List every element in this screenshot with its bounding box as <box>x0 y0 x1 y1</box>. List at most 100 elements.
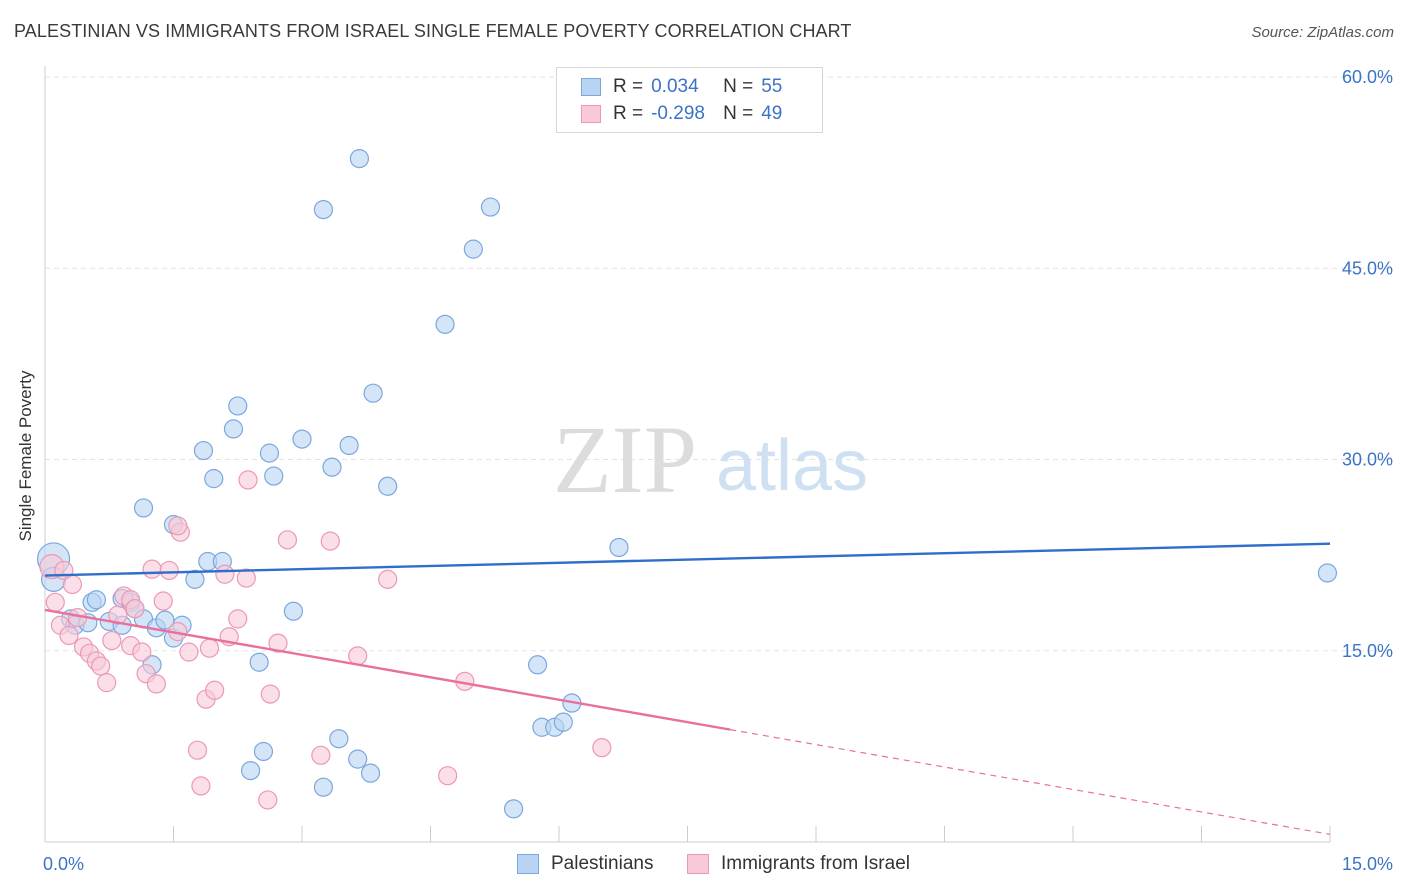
correlation-legend: R = 0.034 N = 55 R = -0.298 N = 49 <box>556 67 823 133</box>
palestinian-point <box>348 749 368 769</box>
x-tick-label: 0.0% <box>43 854 84 874</box>
israel-immigrant-point <box>168 516 188 536</box>
israel-immigrant-point <box>97 673 117 693</box>
palestinian-point <box>527 655 548 675</box>
palestinian-point <box>133 498 154 518</box>
watermark-zip: ZIP <box>553 406 697 513</box>
israel-immigrant-point <box>320 531 340 551</box>
israel-immigrant-point <box>438 766 458 786</box>
axes <box>44 66 1331 843</box>
israel-immigrant-point <box>179 642 199 662</box>
israel-immigrant-point <box>258 790 278 810</box>
palestinian-point <box>322 457 342 477</box>
israel-immigrant-point <box>236 568 256 588</box>
israel-immigrant-point <box>348 646 368 666</box>
israel-immigrant-point <box>215 564 235 584</box>
palestinian-point <box>1317 563 1338 583</box>
palestinian-point <box>193 440 214 461</box>
palestinian-point <box>360 763 381 783</box>
israel-immigrant-point <box>311 745 331 765</box>
x-tick-label: 15.0% <box>1342 854 1393 874</box>
palestinian-point <box>228 396 248 416</box>
israel-immigrant-point <box>199 638 220 658</box>
palestinian-point <box>339 435 359 456</box>
palestinian-point <box>609 537 629 558</box>
palestinian-point <box>503 799 524 819</box>
israel-immigrant-point <box>187 740 208 760</box>
palestinian-point <box>553 712 573 732</box>
palestinian-point <box>223 419 244 439</box>
legend-n-label: N = <box>723 76 754 97</box>
palestinians-trend-line <box>44 542 1331 577</box>
palestinian-point <box>259 443 280 463</box>
palestinian-point <box>480 197 501 217</box>
palestinian-point <box>435 314 455 334</box>
legend-swatch-pink <box>581 105 601 123</box>
palestinian-point <box>292 429 312 449</box>
y-tick-labels: 15.0% 30.0% 45.0% 60.0% <box>1342 67 1393 661</box>
israel-trend-line <box>44 608 731 731</box>
israel-immigrant-point <box>62 574 83 595</box>
israel-immigrant-point <box>378 569 398 589</box>
palestinian-point <box>155 610 175 630</box>
israel-immigrant-point <box>228 609 248 629</box>
israel-immigrant-point <box>153 591 173 611</box>
legend-item-palestinians: Palestinians <box>517 853 653 875</box>
legend-swatch-blue <box>517 854 539 874</box>
israel-immigrant-point <box>91 656 111 676</box>
legend-swatch-blue <box>581 78 601 96</box>
israel-immigrant-point <box>102 630 122 651</box>
legend-label-palestinians: Palestinians <box>551 853 654 874</box>
israel-immigrant-point <box>146 674 166 694</box>
israel-immigrant-point <box>277 530 298 550</box>
palestinian-point <box>463 239 483 259</box>
palestinian-point <box>349 149 369 169</box>
legend-n-value: 55 <box>761 76 783 97</box>
y-tick-label: 45.0% <box>1342 258 1393 278</box>
y-tick-label: 60.0% <box>1342 67 1393 87</box>
legend-item-israel: Immigrants from Israel <box>687 853 910 875</box>
chart-source: Source: ZipAtlas.com <box>1251 24 1394 41</box>
palestinian-point <box>249 652 269 672</box>
legend-r-value: -0.298 <box>651 103 705 124</box>
y-tick-label: 15.0% <box>1342 641 1393 661</box>
israel-immigrant-point <box>592 738 612 758</box>
palestinian-point <box>264 466 284 486</box>
palestinian-point <box>329 729 349 749</box>
legend-label-israel: Immigrants from Israel <box>721 853 910 874</box>
palestinian-point <box>241 760 261 781</box>
israel-trend-line-extension <box>730 729 1331 835</box>
trend-lines <box>44 542 1331 835</box>
legend-row-palestinians: R = 0.034 N = 55 <box>581 74 782 100</box>
y-tick-label: 30.0% <box>1342 450 1393 470</box>
chart-title: PALESTINIAN VS IMMIGRANTS FROM ISRAEL SI… <box>14 21 852 41</box>
israel-immigrant-point <box>132 642 152 662</box>
israel-immigrant-point <box>260 684 280 704</box>
israel-immigrant-point <box>238 470 258 490</box>
x-tick-labels: 0.0% 15.0% <box>43 854 1393 874</box>
israel-immigrant-point <box>125 599 145 619</box>
legend-n-label: N = <box>723 103 754 124</box>
legend-row-israel: R = -0.298 N = 49 <box>581 101 782 127</box>
israel-immigrant-point <box>142 559 162 579</box>
israel-immigrant-point <box>191 776 211 796</box>
palestinian-point <box>378 476 398 496</box>
legend-r-value: 0.034 <box>651 76 699 97</box>
palestinian-point <box>253 741 274 762</box>
legend-r-label: R = <box>613 103 644 124</box>
israel-immigrant-point <box>159 560 179 581</box>
watermark: ZIP atlas <box>553 406 868 513</box>
legend-r-label: R = <box>613 76 644 97</box>
israel-immigrant-point <box>45 592 65 612</box>
palestinian-point <box>313 200 334 220</box>
series-legend: Palestinians Immigrants from Israel <box>0 853 1406 877</box>
israel-immigrants-points <box>39 470 612 810</box>
israel-immigrant-point <box>59 625 79 646</box>
israel-immigrant-point <box>108 605 128 625</box>
legend-n-value: 49 <box>761 103 783 124</box>
palestinian-point <box>363 383 383 403</box>
israel-immigrant-point <box>205 680 225 700</box>
palestinian-point <box>185 569 205 589</box>
palestinian-point <box>86 590 107 610</box>
